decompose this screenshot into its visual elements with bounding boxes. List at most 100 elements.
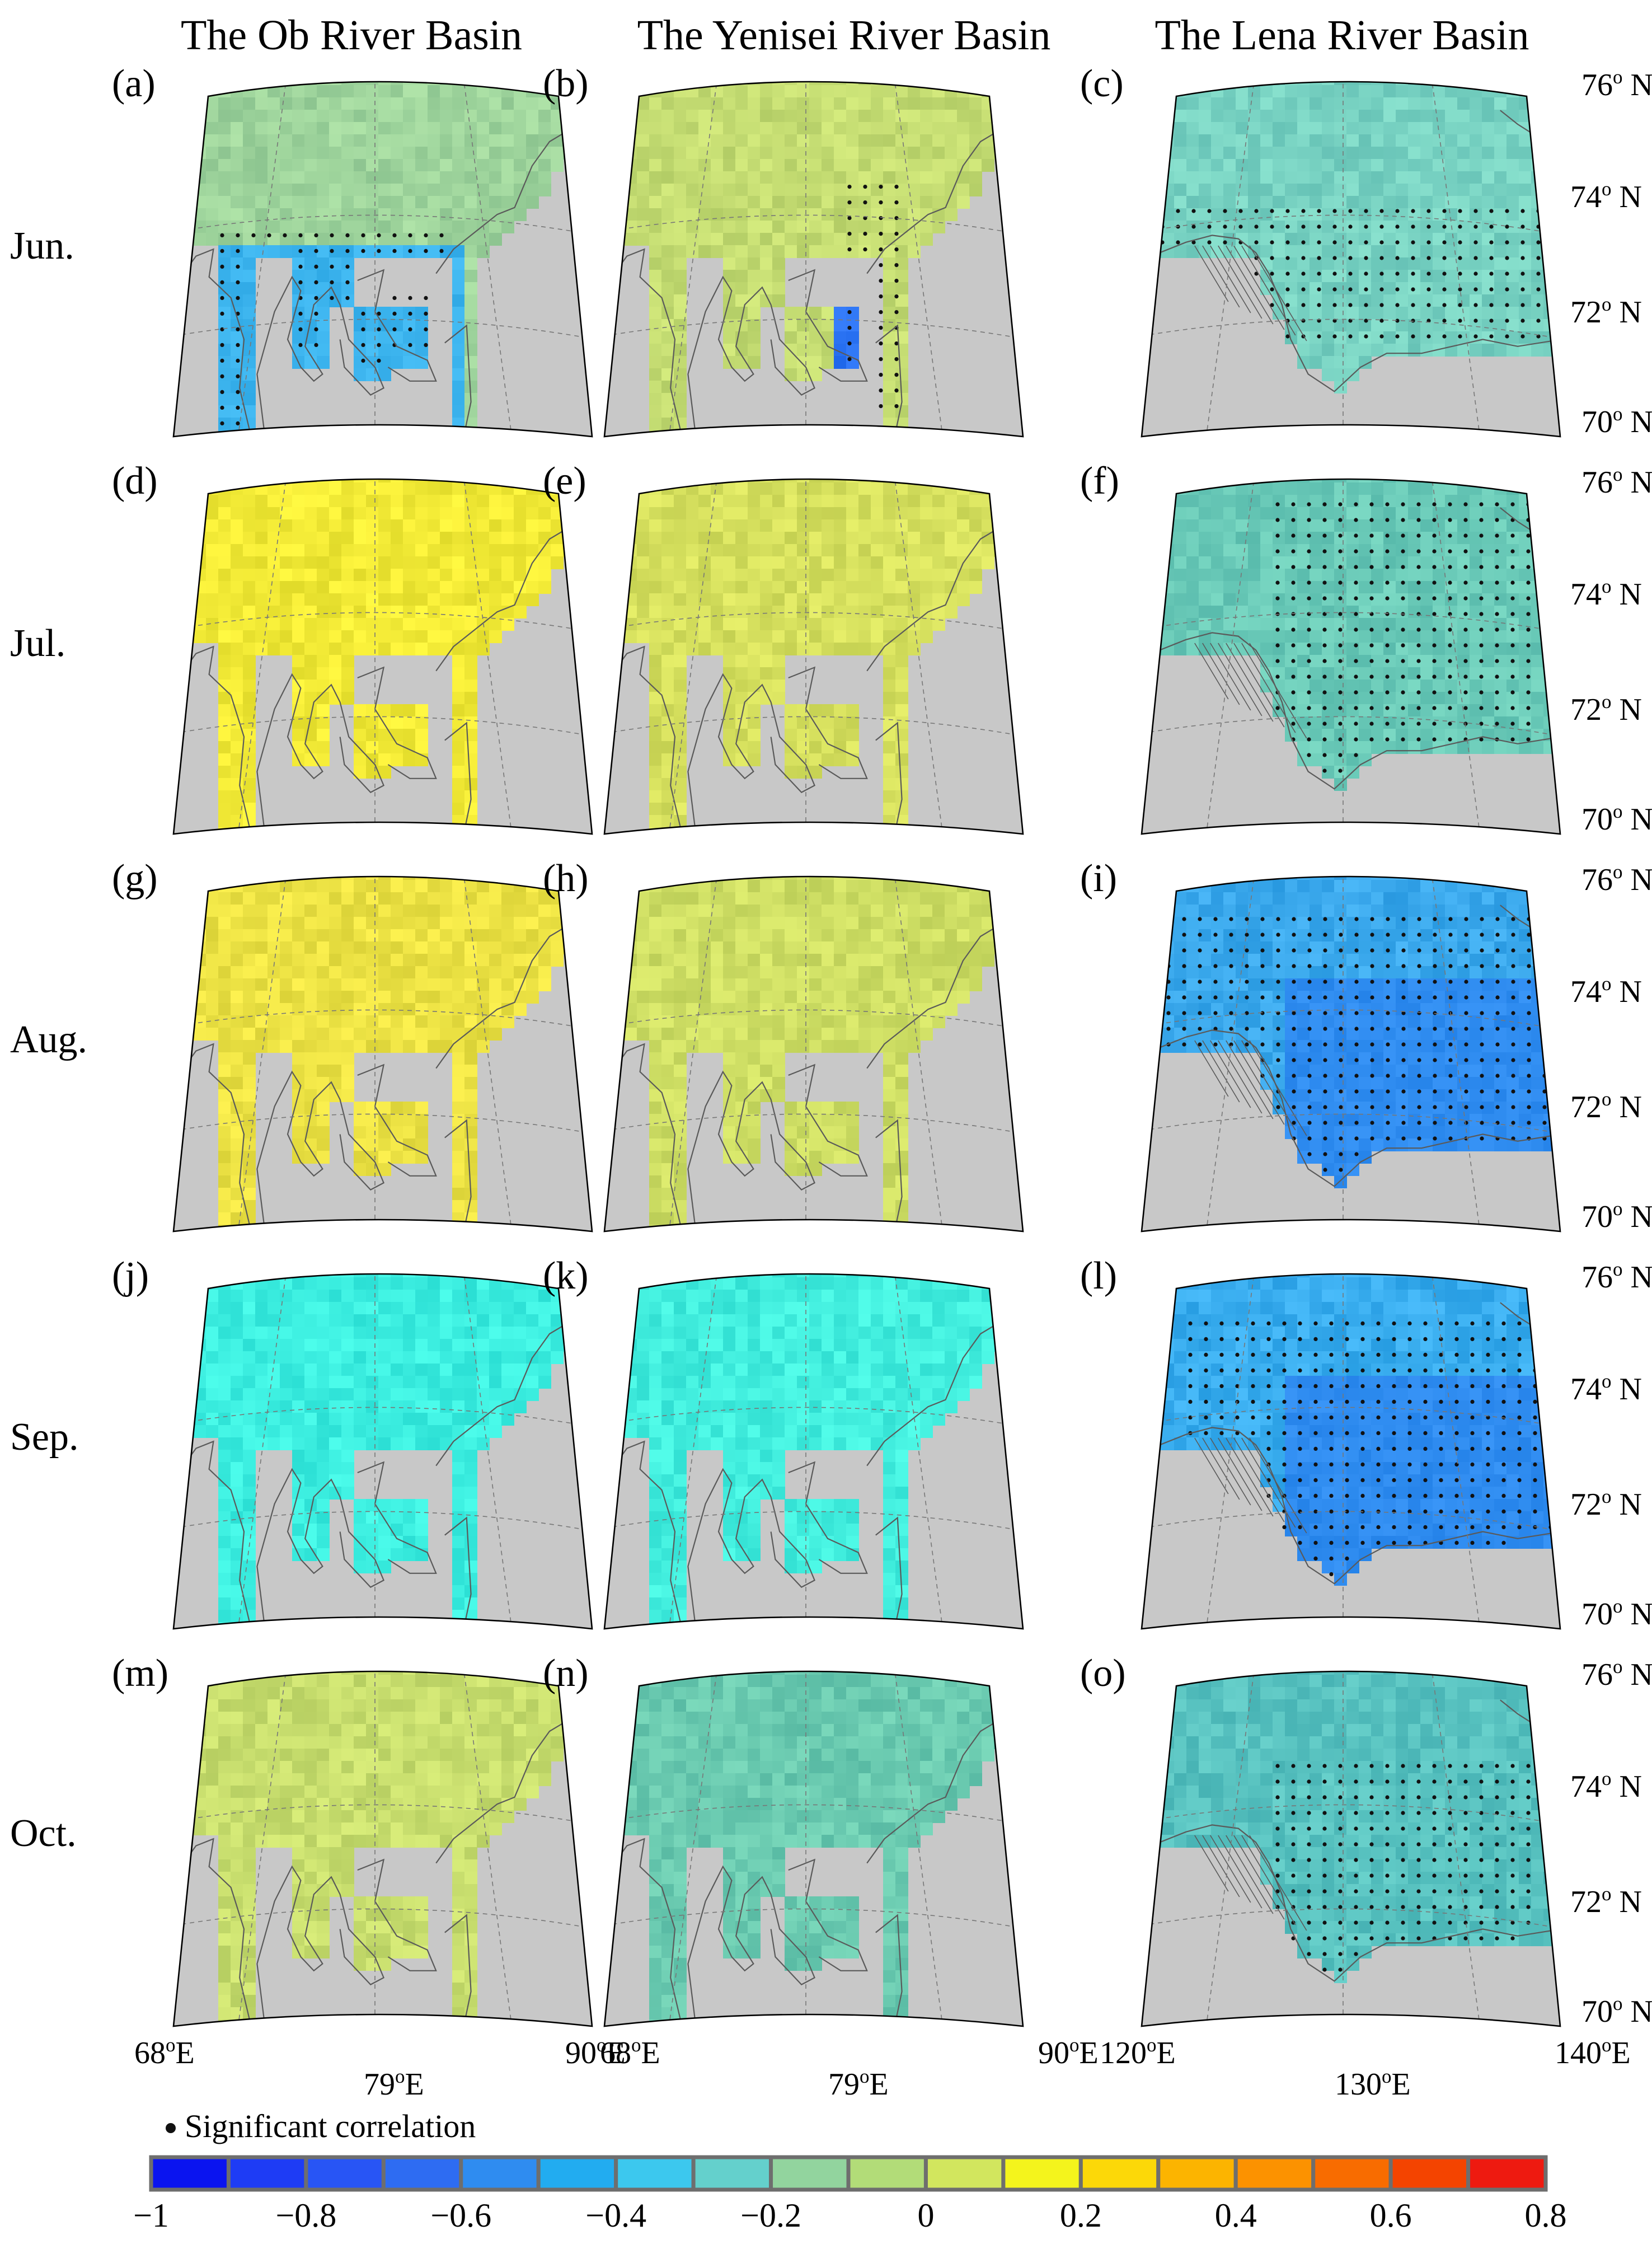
grid-cell — [612, 184, 625, 196]
grid-cell — [280, 593, 293, 606]
grid-cell — [1297, 208, 1310, 221]
grid-cell — [243, 1003, 256, 1016]
grid-cell — [1470, 556, 1482, 569]
grid-cell — [231, 630, 243, 643]
grid-cell — [871, 643, 884, 655]
grid-cell — [1383, 507, 1396, 520]
grid-cell — [1519, 716, 1532, 729]
grid-cell — [1543, 208, 1556, 221]
grid-cell — [797, 82, 810, 86]
grid-cell — [1420, 159, 1433, 172]
significant-dot — [847, 326, 852, 330]
coastline — [866, 514, 1023, 672]
significant-dot — [1432, 643, 1437, 648]
grid-cell — [1359, 729, 1372, 742]
grid-cell — [1297, 319, 1310, 332]
grid-cell — [280, 877, 293, 880]
grid-cell — [735, 85, 748, 98]
grid-cell — [181, 134, 194, 147]
grid-cell — [772, 257, 785, 270]
grid-cell — [194, 507, 206, 520]
grid-cell — [723, 680, 736, 692]
grid-cell — [1543, 159, 1556, 172]
grid-cell — [231, 917, 243, 930]
grid-cell — [292, 221, 305, 233]
grid-cell — [317, 1102, 330, 1114]
grid-cell — [1125, 233, 1138, 246]
grid-cell — [883, 815, 896, 828]
grid-cell — [292, 479, 305, 483]
significant-dot — [377, 327, 381, 332]
grid-cell — [181, 159, 194, 172]
grid-cell — [797, 729, 810, 742]
grid-cell — [1211, 196, 1224, 209]
grid-cell — [243, 978, 256, 991]
grid-cell — [255, 880, 268, 893]
grid-cell — [994, 532, 1007, 545]
map-panel-yenisei-jul: (e) — [543, 460, 1024, 835]
grid-cell — [514, 110, 527, 123]
grid-cell — [674, 479, 687, 483]
grid-cell — [280, 630, 293, 643]
grid-cell — [267, 556, 280, 569]
grid-cell — [1433, 82, 1446, 86]
grid-cell — [317, 741, 330, 754]
grid-cell — [341, 581, 354, 594]
grid-cell — [1260, 544, 1273, 557]
grid-cell — [317, 1040, 330, 1053]
grid-cell — [1149, 233, 1162, 246]
grid-cell — [403, 134, 416, 147]
grid-cell — [206, 159, 219, 172]
grid-cell — [649, 418, 662, 430]
grid-cell — [267, 82, 280, 86]
grid-cell — [1334, 667, 1347, 680]
grid-cell — [723, 171, 736, 184]
grid-cell — [1260, 97, 1273, 110]
grid-cell — [1445, 85, 1458, 98]
grid-cell — [772, 482, 785, 495]
grid-cell — [1470, 507, 1482, 520]
grid-cell — [267, 1003, 280, 1016]
grid-cell — [292, 1028, 305, 1041]
grid-cell — [588, 507, 592, 520]
grid-cell — [1199, 606, 1212, 619]
grid-cell — [604, 479, 613, 483]
graticule-latitude — [173, 612, 592, 633]
grid-cell — [1186, 618, 1199, 631]
grid-cell — [932, 556, 945, 569]
grid-cell — [464, 147, 477, 160]
grid-cell — [604, 519, 613, 532]
grid-cell — [1346, 630, 1359, 643]
grid-cell — [218, 941, 231, 954]
grid-cell — [452, 618, 465, 631]
grid-cell — [1334, 97, 1347, 110]
grid-cell — [317, 655, 330, 668]
significant-dot — [847, 185, 852, 189]
grid-cell — [1346, 147, 1359, 160]
grid-cell — [649, 643, 662, 655]
grid-cell — [723, 495, 736, 508]
grid-cell — [772, 294, 785, 307]
grid-cell — [1322, 544, 1335, 557]
grid-cell — [173, 1028, 182, 1041]
grid-cell — [1211, 171, 1224, 184]
grid-cell — [785, 196, 797, 209]
grid-cell — [785, 704, 797, 717]
grid-cell — [1371, 519, 1384, 532]
grid-cell — [1223, 495, 1236, 508]
grid-cell — [304, 593, 317, 606]
grid-cell — [329, 82, 342, 86]
grid-cell — [341, 655, 354, 668]
grid-cell — [735, 655, 748, 668]
grid-cell — [1519, 208, 1532, 221]
grid-cell — [698, 643, 711, 655]
grid-cell — [797, 716, 810, 729]
grid-cell — [280, 122, 293, 135]
significant-dot — [1285, 303, 1290, 307]
grid-cell — [1470, 110, 1482, 123]
grid-cell — [834, 82, 847, 86]
grid-cell — [243, 1138, 256, 1151]
grid-cell — [1248, 122, 1261, 135]
grid-cell — [686, 479, 699, 483]
grid-cell — [231, 110, 243, 123]
